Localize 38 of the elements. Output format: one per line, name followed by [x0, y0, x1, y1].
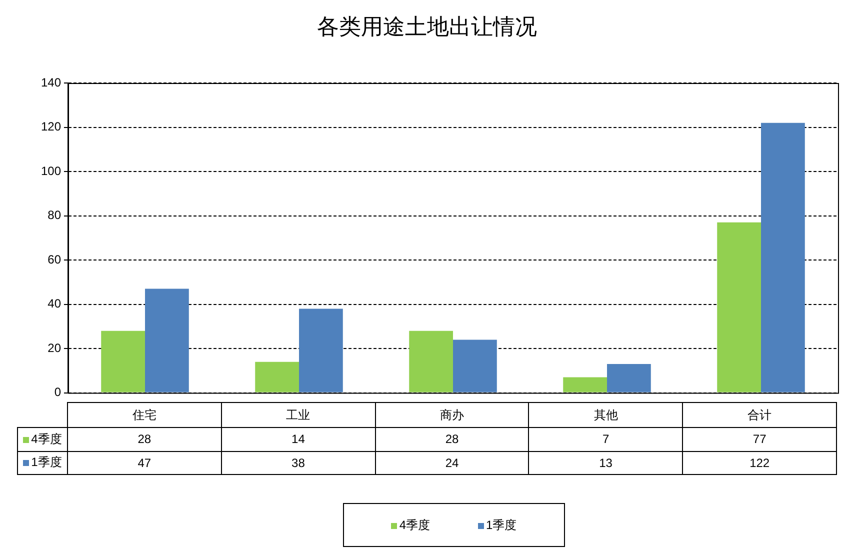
- data-label: 24: [374, 450, 530, 475]
- bar: [145, 288, 189, 392]
- y-tick-label: 60: [48, 252, 62, 266]
- y-tick-label: 80: [48, 208, 62, 222]
- bar: [255, 362, 299, 392]
- bar: [563, 377, 607, 392]
- x-tick-label: 商办: [374, 402, 530, 428]
- bar: [299, 308, 343, 392]
- bar: [409, 330, 453, 392]
- x-tick-label: 住宅: [67, 402, 222, 428]
- legend-label: 4季度: [30, 430, 62, 448]
- y-tick-label: 20: [48, 340, 62, 355]
- legend-label: 1季度: [30, 454, 62, 472]
- text: 4季度: [399, 518, 430, 532]
- data-label: 28: [67, 427, 222, 452]
- x-tick-label: 其他: [528, 402, 684, 428]
- bar: [453, 340, 497, 392]
- data-label: 122: [682, 450, 837, 475]
- data-label: 14: [220, 427, 376, 452]
- data-label: 77: [682, 427, 837, 452]
- data-label: 13: [528, 450, 684, 475]
- bar: [717, 222, 761, 392]
- y-tick-label: 40: [48, 296, 62, 311]
- x-tick-label: 工业: [220, 402, 376, 428]
- text: 1季度: [486, 518, 517, 532]
- y-tick-label: 120: [40, 120, 62, 134]
- chart-title: 各类用途土地出让情况: [316, 13, 538, 41]
- x-tick-label: 合计: [682, 402, 837, 428]
- data-label: 38: [220, 450, 376, 475]
- y-tick-label: 140: [40, 75, 62, 90]
- data-label: 47: [67, 450, 222, 475]
- data-label: 7: [528, 427, 684, 452]
- bar: [607, 364, 651, 392]
- y-tick-label: 0: [54, 385, 62, 400]
- bar: [101, 330, 145, 392]
- data-label: 28: [374, 427, 530, 452]
- y-tick-label: 100: [40, 164, 62, 178]
- bar: [761, 122, 805, 392]
